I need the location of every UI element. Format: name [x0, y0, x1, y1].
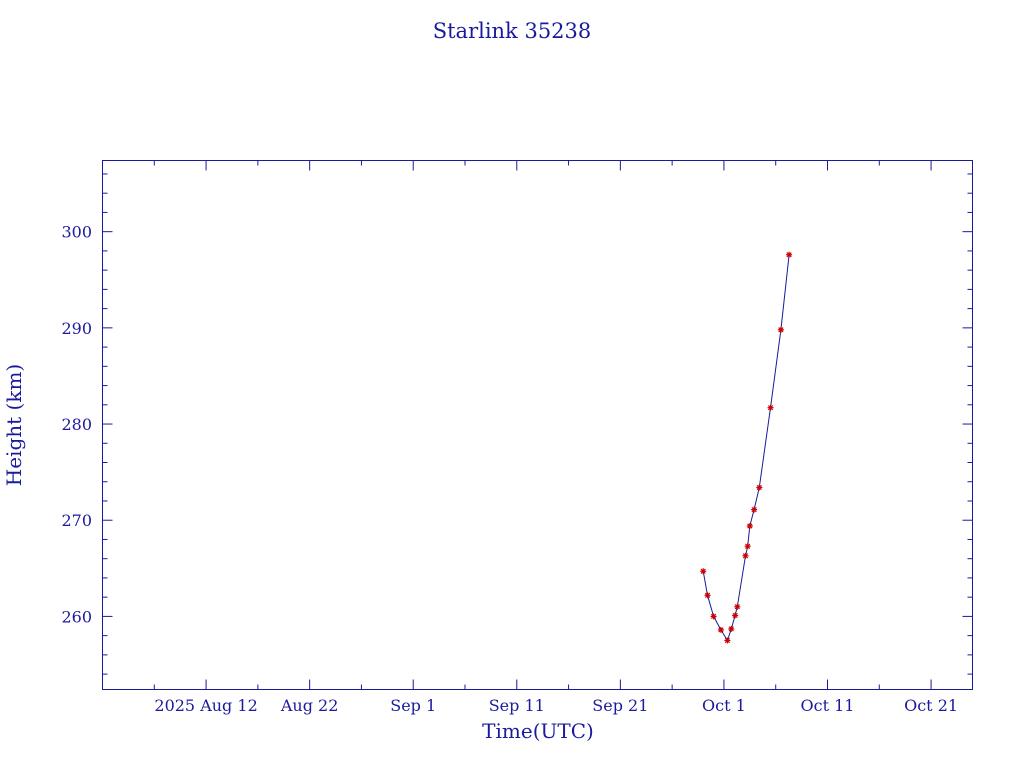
x-tick-label: Oct 1	[702, 696, 746, 715]
y-tick-labels: 260 270 280 290 300	[61, 223, 92, 627]
data-point	[744, 543, 751, 550]
y-axis-label: Height (km)	[2, 364, 26, 486]
data-point	[717, 626, 724, 633]
data-point	[756, 484, 763, 491]
data-point	[700, 568, 707, 575]
data-point	[704, 592, 711, 599]
x-tick-label: Sep 11	[489, 696, 545, 715]
data-point	[751, 506, 758, 513]
data-point	[732, 612, 739, 619]
data-point	[746, 522, 753, 529]
data-point	[742, 552, 749, 559]
x-tick-label: Aug 22	[280, 696, 339, 715]
x-tick-label: Oct 21	[904, 696, 958, 715]
data-point	[767, 404, 774, 411]
data-point	[710, 613, 717, 620]
y-tick-label: 270	[61, 511, 92, 530]
plot-frame	[102, 160, 973, 690]
y-tick-label: 290	[61, 319, 92, 338]
data-point	[786, 251, 793, 258]
x-tick-label: Oct 11	[801, 696, 855, 715]
y-tick-label: 260	[61, 607, 92, 626]
x-axis-label: Time(UTC)	[482, 719, 594, 743]
x-tick-label: 2025 Aug 12	[154, 696, 257, 715]
data-point	[777, 326, 784, 333]
chart-title: Starlink 35238	[433, 19, 592, 43]
x-tick-labels: 2025 Aug 12 Aug 22 Sep 1 Sep 11 Sep 21 Oct 1 O…	[154, 696, 958, 715]
data-point	[734, 603, 741, 610]
data-points	[700, 251, 793, 644]
axis-ticks	[102, 160, 973, 690]
data-point	[724, 637, 731, 644]
x-tick-label: Sep 21	[592, 696, 648, 715]
series-line	[702, 254, 790, 642]
x-tick-label: Sep 1	[390, 696, 436, 715]
data-point	[728, 625, 735, 632]
y-tick-label: 280	[61, 415, 92, 434]
y-tick-label: 300	[61, 223, 92, 242]
